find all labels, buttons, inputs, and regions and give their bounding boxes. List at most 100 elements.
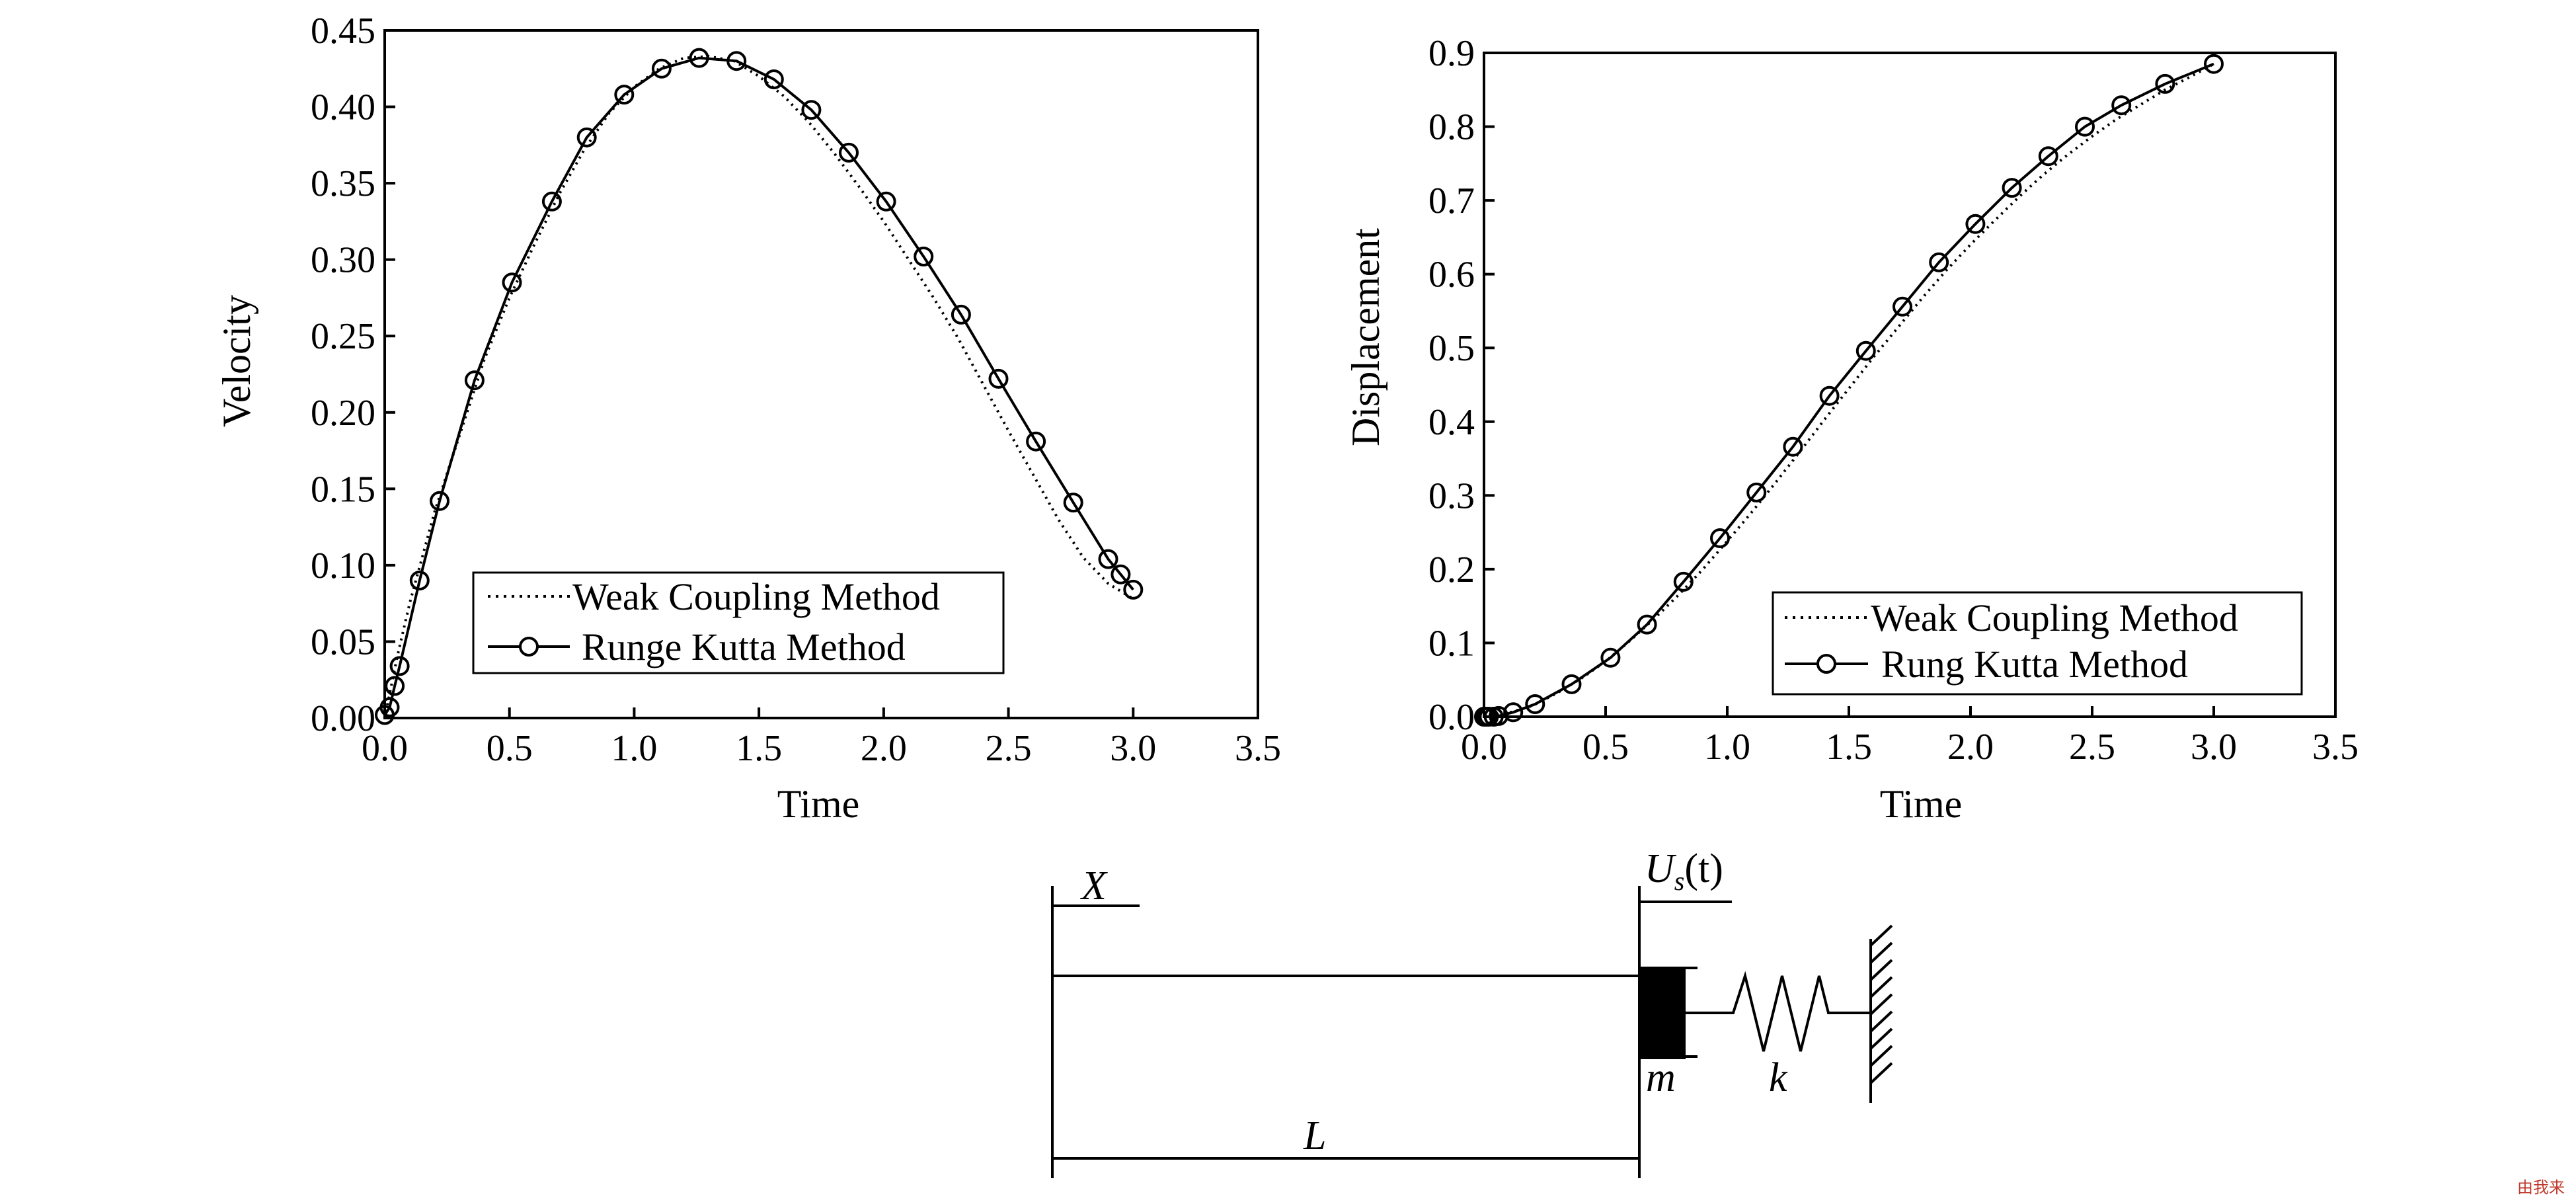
displacement-series-weak-coupling-line bbox=[1483, 62, 2214, 718]
velocity-y-tick-label: 0.45 bbox=[311, 11, 375, 52]
velocity-runge-kutta-point bbox=[651, 58, 672, 79]
bar-length-label: L bbox=[1303, 1113, 1326, 1158]
displacement-legend: Weak Coupling Method Rung Kutta Method bbox=[1772, 591, 2303, 696]
velocity-runge-kutta-point bbox=[726, 51, 747, 71]
displacement-runge-kutta-point bbox=[2002, 178, 2022, 198]
velocity-runge-kutta-point bbox=[1026, 431, 1046, 452]
velocity-x-tick-label: 1.5 bbox=[736, 728, 782, 769]
hatch-line bbox=[1869, 1027, 1893, 1050]
velocity-y-tick-label: 0.05 bbox=[311, 621, 375, 662]
hatch-line bbox=[1869, 959, 1893, 981]
displacement-runge-kutta-point bbox=[1673, 571, 1694, 592]
displacement-series bbox=[1474, 54, 2224, 727]
displacement-x-tick-label: 2.0 bbox=[1947, 727, 1994, 768]
displacement-runge-kutta-point bbox=[1503, 702, 1524, 723]
velocity-series-runge-kutta-line bbox=[383, 56, 1134, 716]
displacement-runge-kutta-point bbox=[1489, 705, 1509, 726]
velocity-runge-kutta-point bbox=[876, 191, 896, 212]
hatch-line bbox=[1869, 993, 1893, 1016]
displacement-x-tick-label: 1.0 bbox=[1704, 727, 1750, 768]
displacement-y-tick-label: 0.4 bbox=[1428, 402, 1475, 443]
velocity-legend-rk-label: Runge Kutta Method bbox=[582, 625, 906, 668]
velocity-y-tick-label: 0.20 bbox=[311, 393, 375, 434]
fixed-wall-hatching bbox=[1869, 924, 1893, 1084]
velocity-y-axis-title: Velocity bbox=[215, 295, 258, 427]
displacement-y-tick-label: 0.5 bbox=[1428, 328, 1475, 369]
velocity-runge-kutta-point bbox=[1123, 579, 1144, 600]
velocity-y-tick-label: 0.30 bbox=[311, 240, 375, 281]
spring-constant-label: k bbox=[1769, 1055, 1788, 1100]
hatch-line bbox=[1869, 1010, 1893, 1033]
velocity-runge-kutta-point bbox=[1111, 564, 1131, 584]
mass-label: m bbox=[1646, 1055, 1676, 1100]
displacement-x-tick-label: 3.5 bbox=[2312, 727, 2359, 768]
velocity-legend-weak-label: Weak Coupling Method bbox=[572, 575, 940, 618]
velocity-y-tick-label: 0.15 bbox=[311, 469, 375, 510]
displacement-x-tick-label: 1.5 bbox=[1826, 727, 1872, 768]
displacement-runge-kutta-point bbox=[1600, 647, 1621, 668]
velocity-legend-box bbox=[472, 571, 1005, 674]
velocity-runge-kutta-point bbox=[763, 69, 784, 89]
spring bbox=[1686, 971, 1871, 1052]
velocity-x-tick-label: 3.0 bbox=[1110, 728, 1156, 769]
velocity-runge-kutta-point bbox=[839, 142, 859, 163]
displacement-y-tick-label: 0.6 bbox=[1428, 255, 1475, 296]
displacement-y-tick-label: 0.9 bbox=[1428, 33, 1475, 74]
displacement-y-tick-label: 0.3 bbox=[1428, 475, 1475, 516]
velocity-runge-kutta-point bbox=[801, 100, 822, 120]
hatch-line bbox=[1869, 1045, 1893, 1067]
velocity-runge-kutta-point bbox=[430, 491, 449, 511]
displacement-y-axis-title: Displacement bbox=[1344, 228, 1387, 446]
velocity-x-tick-label: 3.5 bbox=[1235, 728, 1281, 769]
velocity-runge-kutta-point bbox=[1098, 549, 1118, 569]
displacement-runge-kutta-point bbox=[2155, 73, 2175, 94]
displacement-legend-rk-label: Rung Kutta Method bbox=[1881, 643, 2188, 686]
velocity-y-tick-label: 0.10 bbox=[311, 545, 375, 586]
velocity-runge-kutta-point bbox=[464, 370, 485, 391]
displacement-runge-kutta-point bbox=[1746, 482, 1767, 502]
displacement-runge-kutta-point bbox=[2038, 146, 2058, 167]
velocity-runge-kutta-point bbox=[914, 247, 934, 266]
displacement-runge-kutta-point bbox=[1637, 614, 1657, 635]
displacement-x-tick-label: 0.5 bbox=[1582, 727, 1629, 768]
displacement-y-ticks: 0.0 0.1 0.2 0.3 0.4 0.5 0.6 0.7 0.8 0.9 bbox=[1428, 33, 1495, 738]
displacement-x-axis-title: Time bbox=[1880, 782, 1963, 826]
velocity-x-tick-label: 0.5 bbox=[487, 728, 533, 769]
velocity-runge-kutta-point bbox=[385, 676, 405, 696]
displacement-x-tick-label: 2.5 bbox=[2069, 727, 2115, 768]
velocity-runge-kutta-point bbox=[409, 571, 430, 590]
hatch-line bbox=[1869, 1062, 1893, 1084]
displacement-x-ticks: 0.0 0.5 1.0 1.5 2.0 2.5 3.0 3.5 bbox=[1461, 706, 2359, 768]
velocity-runge-kutta-point bbox=[576, 127, 597, 147]
displacement-y-tick-label: 0.7 bbox=[1428, 180, 1475, 221]
velocity-runge-kutta-point bbox=[988, 368, 1009, 389]
velocity-runge-kutta-point bbox=[379, 697, 400, 717]
velocity-x-tick-label: 2.5 bbox=[986, 728, 1032, 769]
velocity-runge-kutta-point bbox=[1063, 493, 1083, 513]
boundary-displacement-label: Us(t) bbox=[1645, 846, 1723, 896]
velocity-series bbox=[375, 48, 1144, 725]
displacement-x-tick-label: 0.0 bbox=[1461, 727, 1507, 768]
displacement-x-tick-label: 3.0 bbox=[2191, 727, 2237, 768]
displacement-y-tick-label: 0.0 bbox=[1428, 697, 1475, 738]
displacement-runge-kutta-point bbox=[2075, 116, 2095, 137]
displacement-runge-kutta-point bbox=[1855, 341, 1876, 361]
displacement-runge-kutta-point bbox=[2204, 54, 2224, 74]
velocity-y-tick-label: 0.00 bbox=[311, 698, 375, 739]
velocity-runge-kutta-point bbox=[689, 48, 709, 68]
displacement-legend-rk-marker bbox=[1816, 654, 1836, 674]
velocity-chart: 0.00 0.05 0.10 0.15 0.20 0.25 0.30 0.35 0.40 0.45… bbox=[215, 11, 1281, 826]
velocity-runge-kutta-point bbox=[951, 304, 971, 325]
displacement-runge-kutta-point bbox=[1819, 385, 1840, 406]
displacement-y-tick-label: 0.2 bbox=[1428, 549, 1475, 590]
bar-mass-spring-diagram: X Us(t) m k L bbox=[1051, 846, 1893, 1178]
velocity-y-tick-label: 0.40 bbox=[311, 87, 375, 128]
velocity-legend: Weak Coupling Method Runge Kutta Method bbox=[472, 571, 1005, 674]
velocity-runge-kutta-point bbox=[541, 191, 562, 212]
watermark-logo: 由我来 bbox=[2517, 1178, 2565, 1197]
displacement-y-tick-label: 0.1 bbox=[1428, 623, 1475, 664]
displacement-runge-kutta-point bbox=[1710, 528, 1730, 548]
displacement-chart: 0.0 0.1 0.2 0.3 0.4 0.5 0.6 0.7 0.8 0.9 0.0 0.5 1.0… bbox=[1344, 33, 2359, 826]
velocity-legend-rk-marker bbox=[519, 637, 539, 657]
